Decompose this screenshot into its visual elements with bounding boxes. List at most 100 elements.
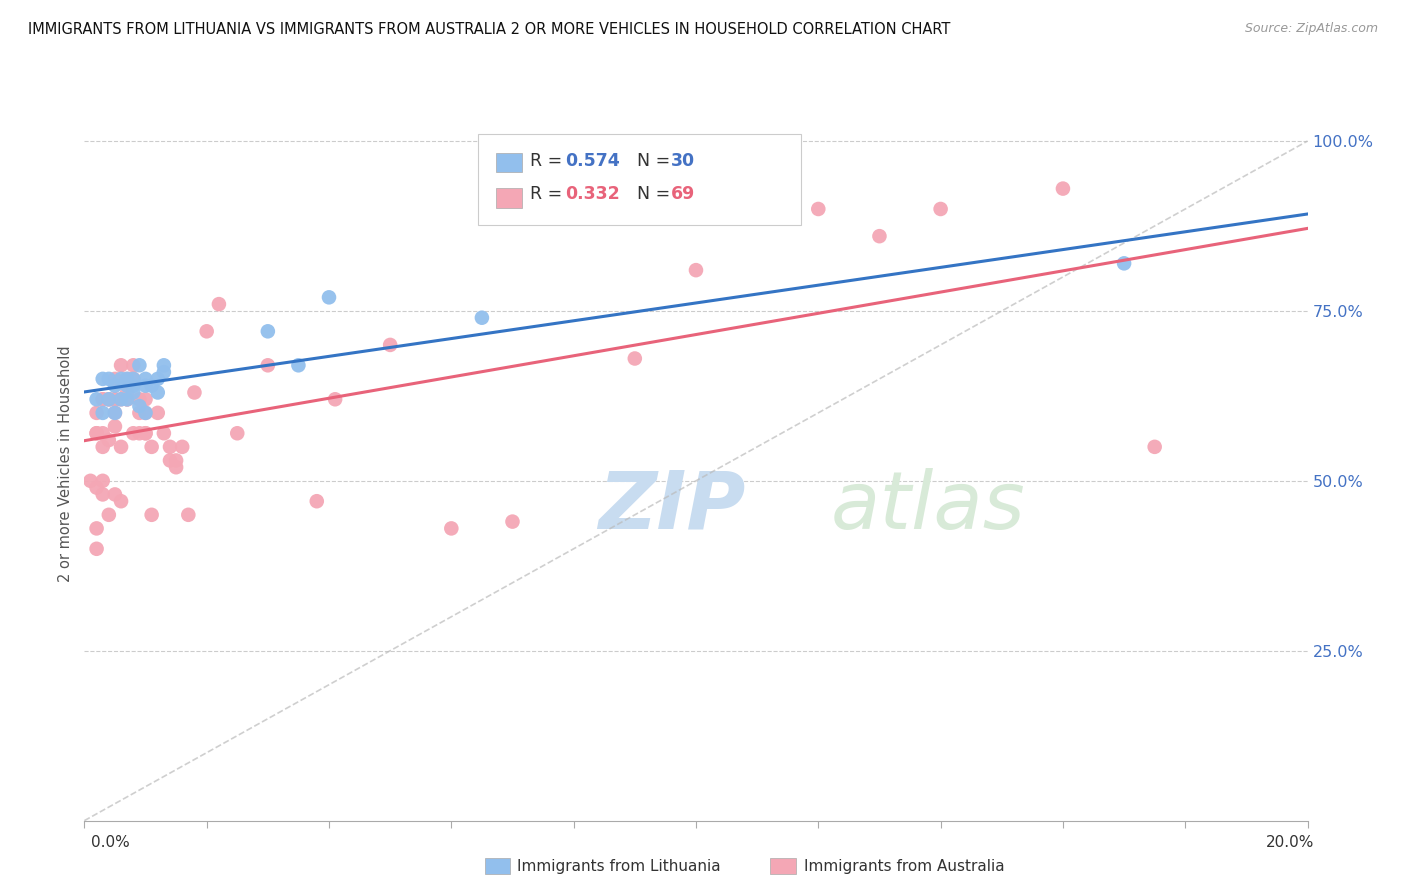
Point (685, 263, 707, 277)
Point (146, 406, 169, 420)
Point (1114, 256, 1136, 270)
Text: 0.574: 0.574 (565, 152, 620, 169)
Point (115, 372, 138, 386)
Point (97, 392, 120, 407)
Point (807, 202, 830, 216)
Point (172, 440, 194, 454)
Point (1052, 181, 1074, 195)
Point (86, 406, 108, 420)
Point (110, 359, 132, 373)
Point (318, 290, 340, 304)
Point (624, 351, 647, 366)
Point (165, 460, 187, 475)
Point (115, 378, 138, 392)
Point (104, 406, 127, 420)
Point (183, 385, 205, 400)
Point (135, 392, 157, 407)
Point (146, 385, 169, 400)
Text: N =: N = (637, 152, 676, 169)
Point (91, 392, 114, 407)
Point (502, 515, 524, 529)
Point (91, 487, 114, 501)
Point (115, 372, 138, 386)
Point (257, 359, 280, 373)
Point (110, 392, 132, 407)
Point (128, 426, 150, 441)
Point (159, 453, 181, 467)
Point (128, 392, 150, 407)
Point (115, 392, 138, 407)
Point (146, 372, 169, 386)
Point (115, 385, 138, 400)
Point (115, 392, 138, 407)
Point (159, 440, 181, 454)
Point (135, 426, 157, 441)
Point (135, 406, 157, 420)
Point (257, 324, 280, 338)
Point (287, 359, 309, 373)
Point (135, 426, 157, 441)
Point (153, 365, 176, 379)
Point (97, 433, 120, 447)
Point (177, 508, 200, 522)
Text: Immigrants from Lithuania: Immigrants from Lithuania (517, 859, 721, 873)
Text: R =: R = (530, 152, 568, 169)
Point (226, 426, 249, 441)
Y-axis label: 2 or more Vehicles in Household: 2 or more Vehicles in Household (58, 345, 73, 582)
Point (104, 392, 127, 407)
Point (440, 521, 463, 535)
Point (110, 494, 132, 508)
Point (141, 508, 163, 522)
Point (141, 378, 163, 392)
Point (128, 359, 150, 373)
Text: Source: ZipAtlas.com: Source: ZipAtlas.com (1244, 22, 1378, 36)
Text: Immigrants from Australia: Immigrants from Australia (804, 859, 1005, 873)
Point (929, 202, 952, 216)
Point (104, 487, 127, 501)
Point (91, 392, 114, 407)
Point (97, 392, 120, 407)
Point (115, 392, 138, 407)
Point (122, 372, 145, 386)
Point (86, 426, 108, 441)
Point (323, 392, 346, 407)
Point (135, 372, 157, 386)
Point (86, 541, 108, 556)
Point (380, 338, 402, 352)
Point (128, 399, 150, 413)
Point (110, 392, 132, 407)
Point (97, 392, 120, 407)
Point (110, 440, 132, 454)
Text: IMMIGRANTS FROM LITHUANIA VS IMMIGRANTS FROM AUSTRALIA 2 OR MORE VEHICLES IN HOU: IMMIGRANTS FROM LITHUANIA VS IMMIGRANTS … (28, 22, 950, 37)
Text: atlas: atlas (831, 467, 1025, 546)
Point (110, 372, 132, 386)
Point (122, 378, 145, 392)
Point (122, 359, 145, 373)
Point (141, 440, 163, 454)
Point (79, 474, 101, 488)
Point (91, 406, 114, 420)
Point (104, 419, 127, 434)
Point (153, 426, 176, 441)
Point (86, 521, 108, 535)
Point (91, 474, 114, 488)
Point (165, 453, 187, 467)
Point (1143, 440, 1166, 454)
Point (97, 508, 120, 522)
Point (208, 297, 231, 311)
Point (91, 440, 114, 454)
Text: 0.332: 0.332 (565, 185, 620, 202)
Point (97, 372, 120, 386)
Point (104, 372, 127, 386)
Point (195, 324, 218, 338)
Point (471, 310, 494, 325)
Point (104, 406, 127, 420)
Point (135, 378, 157, 392)
Point (122, 372, 145, 386)
Text: R =: R = (530, 185, 568, 202)
Point (869, 229, 891, 244)
Point (305, 494, 328, 508)
Point (104, 392, 127, 407)
Point (86, 481, 108, 495)
Text: ZIP: ZIP (598, 467, 745, 546)
